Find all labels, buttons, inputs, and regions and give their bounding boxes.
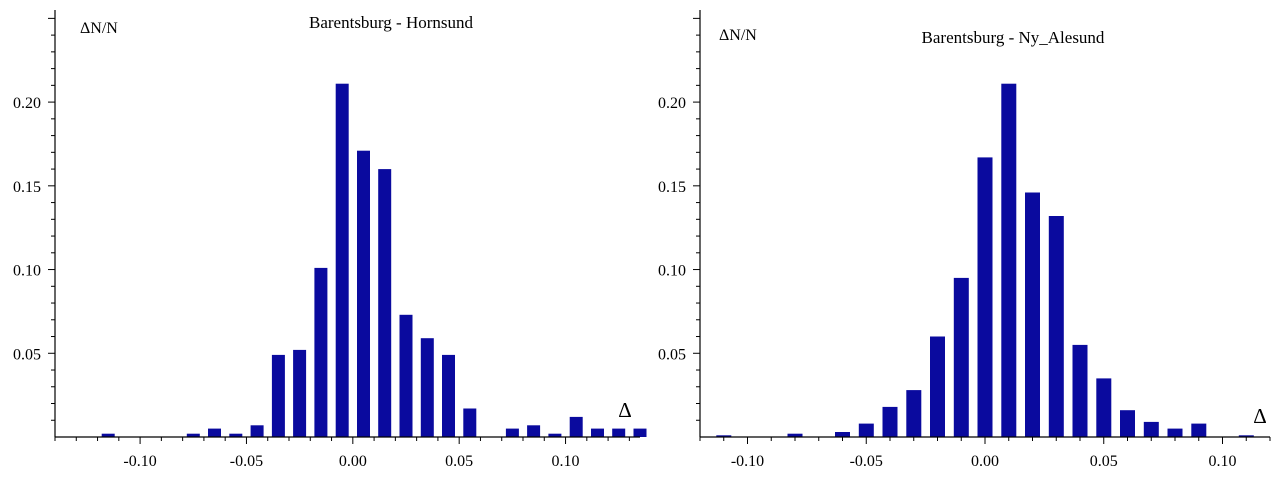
y-axis-label: ΔN/N bbox=[80, 20, 118, 37]
x-tick-label: 0.05 bbox=[1090, 453, 1118, 470]
histogram-bar bbox=[1001, 83, 1017, 437]
histogram-bar bbox=[527, 425, 541, 437]
histogram-bar bbox=[548, 433, 562, 437]
y-axis-label: ΔN/N bbox=[719, 27, 757, 44]
histogram-bar bbox=[463, 408, 477, 437]
histogram-bar bbox=[420, 338, 434, 437]
histogram-bar bbox=[787, 433, 803, 437]
histogram-bar bbox=[953, 277, 969, 437]
y-tick-label: 0.10 bbox=[13, 263, 41, 280]
histogram-bar bbox=[399, 314, 413, 437]
histogram-bar bbox=[101, 433, 115, 437]
histogram-bar bbox=[1191, 423, 1207, 437]
chart-panel-hornsund: Barentsburg - Hornsund ΔN/N Δ -0.10 -0.05… bbox=[13, 10, 647, 470]
histogram-bar bbox=[186, 433, 200, 437]
histogram-bar bbox=[858, 423, 874, 437]
histogram-bar bbox=[835, 432, 850, 437]
histogram-bar bbox=[250, 425, 264, 437]
chart-title: Barentsburg - Hornsund bbox=[309, 13, 473, 32]
histogram-bar bbox=[208, 428, 221, 437]
y-tick-label: 0.10 bbox=[658, 263, 686, 280]
x-tick-label: 0.10 bbox=[1209, 453, 1237, 470]
histogram-bar bbox=[1143, 421, 1159, 437]
x-tick-label: -0.05 bbox=[230, 453, 263, 470]
histogram-bar bbox=[378, 169, 392, 437]
histogram-bar bbox=[882, 406, 898, 437]
x-tick-label: -0.10 bbox=[123, 453, 156, 470]
histogram-bar bbox=[569, 416, 583, 437]
histogram-bar bbox=[1120, 410, 1135, 437]
histogram-bar bbox=[229, 433, 243, 437]
y-tick-label: 0.05 bbox=[658, 346, 686, 363]
y-tick-label: 0.20 bbox=[13, 95, 41, 112]
histogram-bar bbox=[633, 428, 647, 437]
histogram-bar bbox=[505, 428, 519, 437]
histogram-bar bbox=[293, 349, 307, 437]
x-tick-label: 0.00 bbox=[971, 453, 999, 470]
x-tick-label: -0.10 bbox=[731, 453, 764, 470]
x-tick-label: -0.05 bbox=[850, 453, 883, 470]
x-axis-label: Δ bbox=[618, 398, 632, 422]
histogram-bar bbox=[1072, 344, 1088, 437]
histogram-bar bbox=[977, 157, 993, 437]
chart-panel-ny-alesund: Barentsburg - Ny_Alesund ΔN/N Δ -0.10 -0.… bbox=[658, 10, 1271, 470]
x-tick-label: 0.00 bbox=[339, 453, 367, 470]
histogram-bar bbox=[1048, 216, 1064, 437]
histogram-bar bbox=[335, 83, 349, 437]
histogram-bar bbox=[591, 428, 604, 437]
histogram-bar bbox=[1025, 192, 1040, 437]
histogram-bar bbox=[1167, 428, 1183, 437]
x-tick-label: 0.05 bbox=[445, 453, 473, 470]
histogram-bar bbox=[716, 435, 732, 437]
histogram-bar bbox=[357, 150, 370, 437]
histogram-bar bbox=[314, 267, 328, 437]
histogram-bar bbox=[442, 354, 455, 437]
y-tick-label: 0.15 bbox=[658, 179, 686, 196]
histogram-bar bbox=[906, 390, 922, 437]
histogram-bar bbox=[1238, 435, 1254, 437]
x-axis-label: Δ bbox=[1253, 404, 1267, 428]
y-tick-label: 0.05 bbox=[13, 346, 41, 363]
x-tick-label: 0.10 bbox=[552, 453, 580, 470]
histogram-bar bbox=[1096, 378, 1112, 437]
histogram-bar bbox=[930, 336, 945, 437]
y-tick-label: 0.20 bbox=[658, 95, 686, 112]
histogram-bar bbox=[612, 428, 626, 437]
chart-title: Barentsburg - Ny_Alesund bbox=[922, 28, 1105, 47]
y-tick-label: 0.15 bbox=[13, 179, 41, 196]
histogram-bar bbox=[271, 354, 285, 437]
